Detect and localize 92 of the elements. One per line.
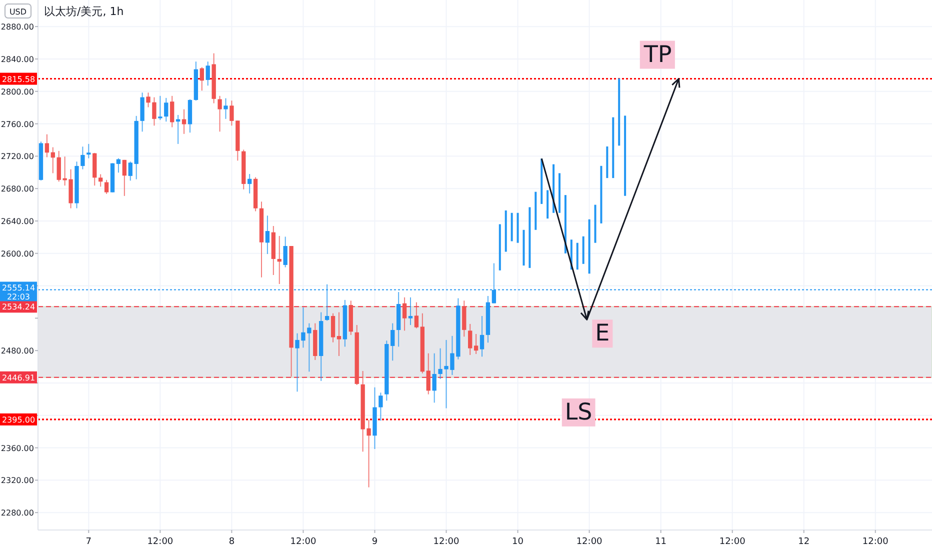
y-tick-label: 2360.00 — [0, 444, 34, 453]
bar — [594, 204, 596, 243]
x-tick-label: 10 — [512, 537, 524, 547]
candlestick — [408, 296, 413, 326]
bar — [576, 242, 578, 270]
bar — [582, 236, 584, 264]
bar — [558, 173, 560, 213]
x-tick-label: 12:00 — [147, 537, 174, 547]
ref-line-label: 2555.14 — [2, 284, 36, 293]
bar — [528, 207, 531, 268]
y-tick-label: 2480.00 — [0, 346, 34, 356]
candlestick — [336, 312, 342, 357]
ref-line-label: 2446.91 — [2, 373, 36, 382]
bar — [606, 146, 608, 178]
y-tick-label: 2320.00 — [0, 476, 34, 486]
candlestick — [218, 95, 222, 132]
x-tick-label: 11 — [655, 537, 667, 547]
note: E — [592, 320, 613, 348]
bar — [624, 116, 626, 196]
candlestick — [468, 323, 472, 356]
y-tick-label: 2640.00 — [0, 216, 34, 226]
candlestick — [80, 146, 85, 170]
candlestick — [170, 95, 174, 128]
candlestick — [164, 97, 168, 122]
candlestick — [283, 236, 288, 268]
text: 22:03 — [6, 292, 30, 302]
ref-line-label: 2534.24 — [2, 302, 36, 312]
bar — [600, 166, 602, 224]
text: 以太坊/美元, 1h — [44, 5, 124, 18]
note: TP — [640, 40, 675, 69]
x-tick-label: 12:00 — [719, 537, 746, 547]
x-tick-label: 12:00 — [290, 537, 316, 547]
bar — [510, 212, 513, 242]
x-tick-label: 12:00 — [862, 537, 889, 547]
candlestick — [104, 179, 109, 194]
candlestick — [265, 215, 270, 255]
candlestick — [182, 108, 186, 134]
x-tick-label: 8 — [228, 537, 235, 547]
bar — [612, 117, 614, 178]
y-axis-title: USD — [9, 8, 27, 16]
y-tick-label: 2840.00 — [0, 54, 34, 64]
candlestick — [474, 333, 478, 354]
candlestick — [44, 134, 50, 158]
bar — [588, 219, 590, 274]
candlestick — [116, 158, 121, 174]
y-tick-label: 2280.00 — [0, 508, 34, 518]
candlestick — [414, 302, 419, 329]
bar — [498, 224, 501, 270]
candlestick — [330, 312, 336, 343]
x-tick-label: 12 — [798, 537, 810, 547]
bar — [618, 78, 620, 146]
bar — [504, 210, 507, 252]
bar — [546, 190, 549, 219]
candlestick — [462, 300, 466, 338]
candlestick — [176, 114, 180, 144]
bar — [540, 158, 543, 204]
y-tick-label: 2760.00 — [0, 120, 34, 129]
candlestick — [86, 143, 91, 159]
candlestick — [152, 96, 156, 126]
candlestick — [98, 174, 103, 188]
bar — [534, 192, 537, 230]
y-tick-label: 2600.00 — [0, 249, 34, 258]
ref-line-label: 2815.58 — [2, 74, 36, 84]
candlestick — [224, 98, 228, 120]
candlestick — [402, 296, 407, 332]
candlestick — [140, 92, 144, 132]
bar — [564, 195, 566, 254]
x-tick-label: 7 — [86, 537, 92, 547]
candlestick — [128, 161, 132, 182]
ref-line-label: 2395.00 — [2, 415, 36, 424]
candlestick — [122, 159, 127, 196]
y-tick-label: 2800.00 — [0, 87, 34, 96]
candlestick — [480, 315, 484, 358]
y-tick-label: 2720.00 — [0, 152, 34, 162]
candlestick — [50, 146, 55, 174]
bar — [516, 212, 519, 243]
y-tick-label: 2880.00 — [0, 22, 34, 32]
x-tick-label: 12:00 — [576, 537, 603, 547]
candlestick — [390, 322, 395, 362]
bar — [522, 230, 525, 266]
y-tick-label: 2680.00 — [0, 184, 34, 194]
candlestick — [206, 61, 210, 86]
candlestick — [146, 92, 150, 108]
candlestick — [426, 352, 430, 395]
candlestick — [158, 95, 162, 120]
x-tick-label: 9 — [372, 537, 378, 547]
x-tick-label: 12:00 — [433, 537, 460, 547]
candlestick — [200, 66, 204, 92]
note: LS — [562, 398, 596, 426]
candlestick — [247, 173, 252, 194]
candlestick — [432, 352, 436, 404]
candlestick — [378, 392, 383, 422]
